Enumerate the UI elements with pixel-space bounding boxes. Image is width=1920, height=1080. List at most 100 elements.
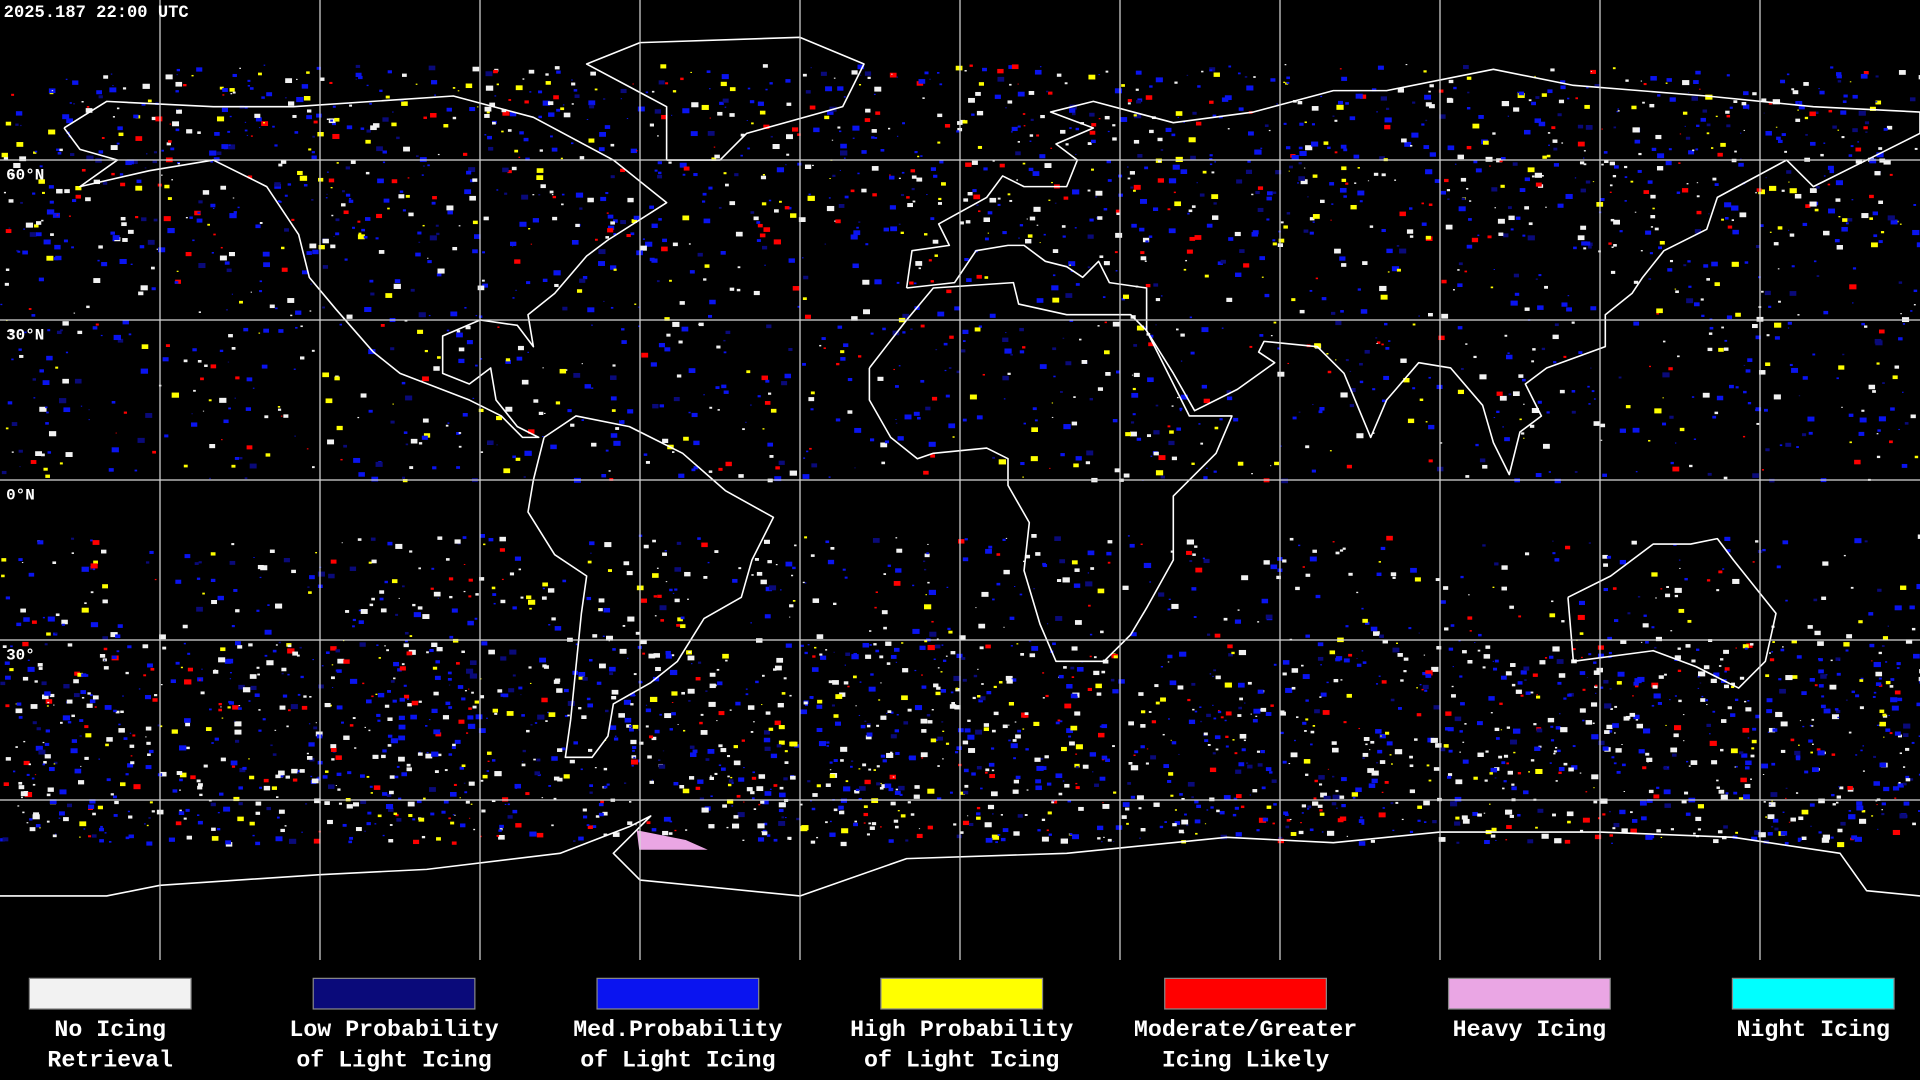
icing-pixel xyxy=(672,592,675,594)
icing-pixel xyxy=(1536,694,1538,696)
icing-pixel xyxy=(6,320,8,322)
icing-pixel xyxy=(418,700,422,703)
icing-pixel xyxy=(1157,137,1163,142)
icing-pixel xyxy=(418,312,426,318)
icing-pixel xyxy=(1017,125,1021,128)
icing-pixel xyxy=(1414,577,1421,582)
icing-pixel xyxy=(58,817,61,819)
icing-pixel xyxy=(1396,268,1401,272)
icing-pixel xyxy=(1677,647,1681,650)
icing-pixel xyxy=(1362,618,1368,623)
icing-pixel xyxy=(843,96,846,98)
icing-pixel xyxy=(448,753,453,756)
icing-pixel xyxy=(700,713,704,716)
icing-pixel xyxy=(1652,207,1655,210)
icing-pixel xyxy=(1630,828,1637,834)
icing-pixel xyxy=(432,466,437,470)
icing-pixel xyxy=(1311,106,1319,111)
icing-pixel xyxy=(1360,309,1368,314)
icing-pixel xyxy=(937,311,945,317)
icing-pixel xyxy=(1765,816,1768,818)
icing-pixel xyxy=(1206,713,1211,718)
icing-pixel xyxy=(975,91,981,96)
icing-pixel xyxy=(144,167,147,169)
icing-pixel xyxy=(1140,828,1146,832)
icing-pixel xyxy=(504,192,508,195)
icing-pixel xyxy=(1882,382,1885,384)
icing-pixel xyxy=(1075,127,1080,131)
icing-pixel xyxy=(1597,645,1604,650)
icing-pixel xyxy=(784,206,790,210)
icing-pixel xyxy=(449,595,453,599)
icing-pixel xyxy=(1213,717,1217,720)
icing-pixel xyxy=(1741,753,1748,758)
icing-pixel xyxy=(567,714,570,717)
icing-pixel xyxy=(1315,594,1321,599)
icing-pixel xyxy=(428,314,431,317)
icing-pixel xyxy=(1392,576,1396,579)
icing-pixel xyxy=(133,784,141,790)
icing-pixel xyxy=(833,759,838,763)
icing-pixel xyxy=(84,756,89,760)
icing-pixel xyxy=(937,736,943,741)
icing-pixel xyxy=(291,218,295,221)
icing-pixel xyxy=(1311,123,1315,126)
icing-pixel xyxy=(237,816,244,822)
icing-pixel xyxy=(1054,202,1057,204)
icing-pixel xyxy=(461,697,466,701)
icing-pixel xyxy=(1202,170,1207,174)
icing-pixel xyxy=(929,631,937,637)
icing-pixel xyxy=(497,689,503,693)
icing-pixel xyxy=(1034,757,1041,762)
icing-pixel xyxy=(1094,783,1099,787)
icing-pixel xyxy=(1416,687,1418,689)
icing-pixel xyxy=(1799,720,1802,722)
icing-pixel xyxy=(294,131,299,134)
icing-pixel xyxy=(197,814,200,816)
icing-pixel xyxy=(324,770,329,773)
icing-pixel xyxy=(1745,707,1752,712)
icing-pixel xyxy=(708,88,711,90)
icing-pixel xyxy=(1062,780,1065,782)
icing-pixel xyxy=(1221,97,1229,102)
icing-pixel xyxy=(1841,406,1843,408)
icing-pixel xyxy=(1033,588,1036,590)
icing-pixel xyxy=(1065,143,1069,146)
icing-pixel xyxy=(0,838,5,842)
icing-pixel xyxy=(1735,647,1737,649)
icing-pixel xyxy=(1823,142,1826,144)
icing-pixel xyxy=(679,162,687,168)
icing-pixel xyxy=(1040,114,1045,119)
icing-pixel xyxy=(355,64,361,68)
icing-pixel xyxy=(149,801,153,804)
icing-pixel xyxy=(1140,745,1145,749)
icing-pixel xyxy=(1421,222,1427,226)
icing-pixel xyxy=(980,787,983,790)
icing-pixel xyxy=(322,306,325,309)
icing-pixel xyxy=(13,162,21,169)
icing-pixel xyxy=(1174,201,1182,207)
icing-pixel xyxy=(353,802,360,807)
icing-pixel xyxy=(1791,367,1799,373)
icing-pixel xyxy=(847,685,850,688)
icing-pixel xyxy=(518,568,522,571)
icing-pixel xyxy=(973,194,981,200)
icing-pixel xyxy=(301,831,303,833)
icing-pixel xyxy=(1788,821,1791,823)
icing-pixel xyxy=(1724,667,1730,671)
icing-pixel xyxy=(37,663,43,667)
icing-pixel xyxy=(464,306,467,309)
icing-pixel xyxy=(97,259,100,262)
icing-pixel xyxy=(792,600,796,602)
icing-pixel xyxy=(1484,840,1490,845)
icing-pixel xyxy=(1143,562,1152,569)
icing-pixel xyxy=(726,755,731,758)
icing-pixel xyxy=(100,334,103,337)
icing-pixel xyxy=(709,299,716,305)
icing-pixel xyxy=(760,579,767,585)
icing-pixel xyxy=(854,427,862,433)
icing-pixel xyxy=(297,170,303,175)
icing-pixel xyxy=(238,705,241,707)
icing-pixel xyxy=(1180,394,1188,400)
icing-pixel xyxy=(297,770,301,773)
